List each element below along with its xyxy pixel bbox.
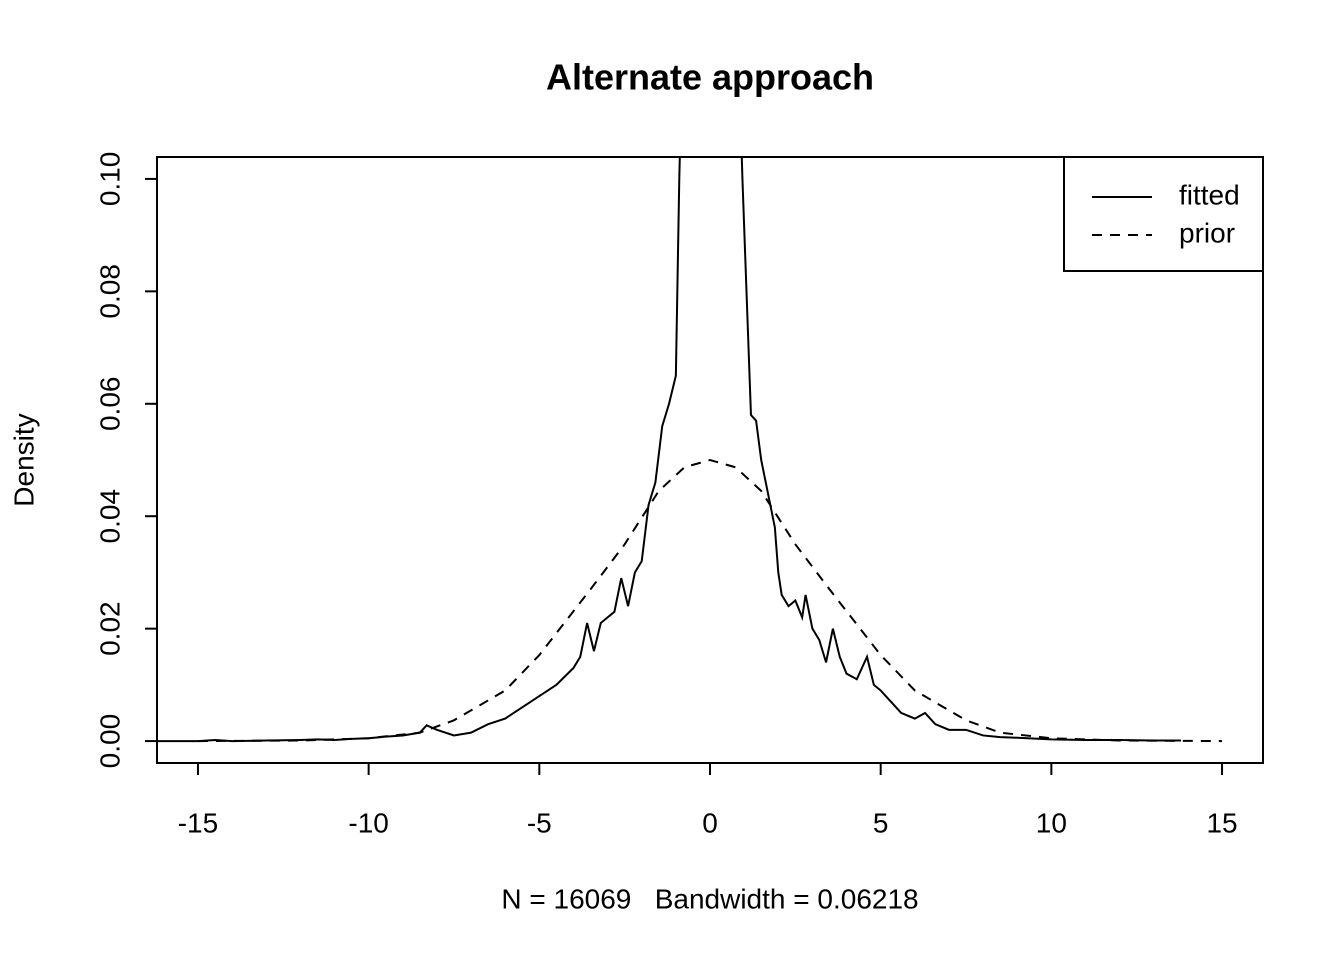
- chart-title: Alternate approach: [546, 57, 874, 98]
- x-tick-label: -5: [527, 807, 552, 838]
- density-line: [157, 157, 1182, 743]
- x-tick-label: 10: [1036, 807, 1067, 838]
- x-tick-label: -10: [348, 807, 388, 838]
- y-tick-label: 0.08: [94, 264, 125, 319]
- y-tick-label: 0.10: [94, 152, 125, 207]
- y-tick-label: 0.04: [94, 489, 125, 544]
- y-axis-label: Density: [8, 413, 39, 506]
- x-tick-label: -15: [178, 807, 218, 838]
- legend-label: prior: [1179, 217, 1235, 248]
- x-tick-label: 5: [873, 807, 889, 838]
- density-line: [197, 458, 1223, 743]
- x-tick-label: 15: [1206, 807, 1237, 838]
- x-tick-label: 0: [702, 807, 718, 838]
- x-axis-label: N = 16069 Bandwidth = 0.06218: [501, 883, 918, 914]
- legend: fitted prior: [1063, 156, 1264, 272]
- y-tick-label: 0.02: [94, 601, 125, 656]
- legend-box: [1063, 156, 1264, 272]
- y-tick-label: 0.06: [94, 377, 125, 432]
- legend-label: fitted: [1179, 179, 1240, 210]
- y-tick-label: 0.00: [94, 714, 125, 769]
